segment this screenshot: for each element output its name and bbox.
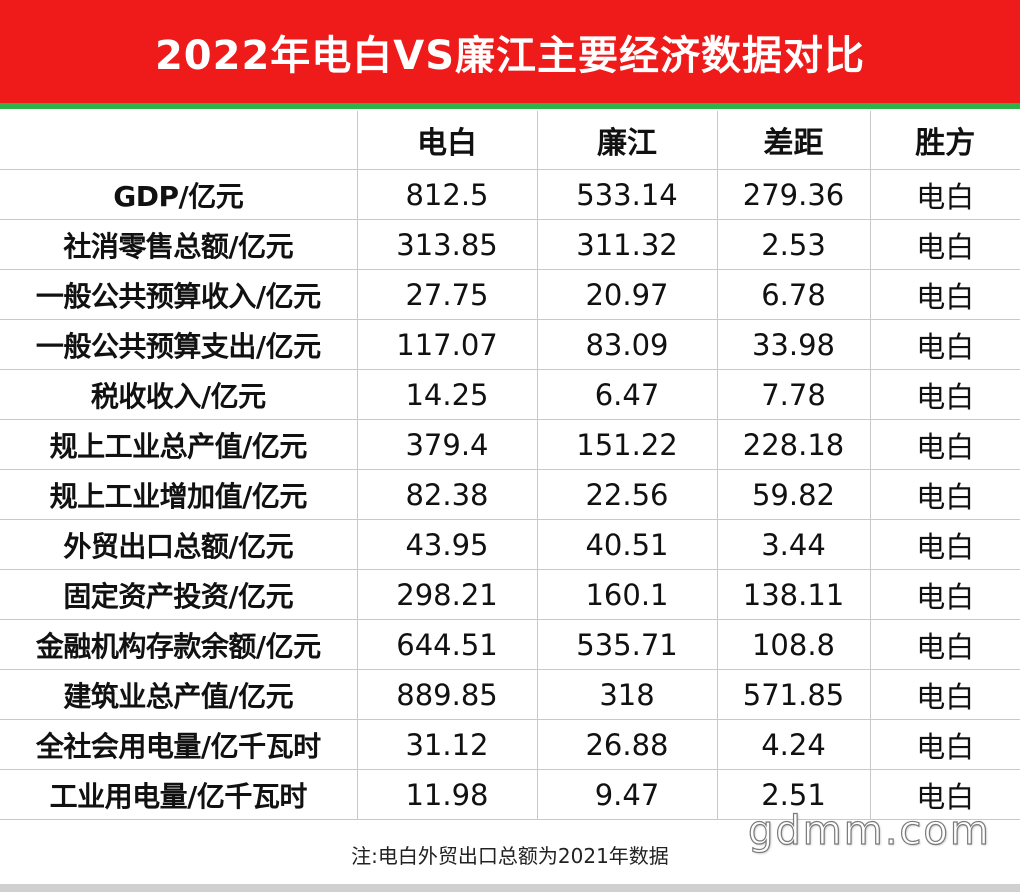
row-label: 外贸出口总额/亿元 — [0, 519, 357, 570]
column-header: 差距 — [716, 111, 870, 170]
table-cell: 2.53 — [716, 219, 870, 270]
table-cell: 3.44 — [716, 519, 870, 570]
row-label: 规上工业总产值/亿元 — [0, 419, 357, 470]
row-label: 全社会用电量/亿千瓦时 — [0, 719, 357, 770]
table-cell: 535.71 — [536, 619, 717, 670]
table-cell: 电白 — [869, 719, 1020, 770]
row-label: 金融机构存款余额/亿元 — [0, 619, 357, 670]
table-cell: 31.12 — [356, 719, 537, 770]
table-cell: 4.24 — [716, 719, 870, 770]
table-row: 工业用电量/亿千瓦时 11.98 9.47 2.51 电白 — [0, 769, 1020, 820]
watermark-logo: gdmm.com — [747, 807, 991, 854]
table-cell: 151.22 — [536, 419, 717, 470]
table-cell: 533.14 — [536, 169, 717, 220]
table-cell: 311.32 — [536, 219, 717, 270]
table-cell: 2.51 — [716, 769, 870, 820]
table-cell: 6.47 — [536, 369, 717, 420]
table-cell: 40.51 — [536, 519, 717, 570]
table-cell: 279.36 — [716, 169, 870, 220]
table-row: 规上工业总产值/亿元 379.4 151.22 228.18 电白 — [0, 419, 1020, 470]
column-header: 电白 — [356, 111, 537, 170]
table-body: 电白 廉江 差距 胜方 GDP/亿元 812.5 533.14 279.36 电白 社消零售总额/… — [0, 111, 1020, 820]
accent-divider — [0, 103, 1020, 109]
table-cell: 889.85 — [356, 669, 537, 720]
table-cell: 82.38 — [356, 469, 537, 520]
table-cell: 7.78 — [716, 369, 870, 420]
table-row: 规上工业增加值/亿元 82.38 22.56 59.82 电白 — [0, 469, 1020, 520]
table-cell: 电白 — [869, 669, 1020, 720]
table-row: 建筑业总产值/亿元 889.85 318 571.85 电白 — [0, 669, 1020, 720]
table-cell: 26.88 — [536, 719, 717, 770]
table-row: 全社会用电量/亿千瓦时 31.12 26.88 4.24 电白 — [0, 719, 1020, 770]
table-row: 金融机构存款余额/亿元 644.51 535.71 108.8 电白 — [0, 619, 1020, 670]
header-row: 电白 廉江 差距 胜方 — [0, 111, 1020, 170]
table-cell: 14.25 — [356, 369, 537, 420]
row-label: GDP/亿元 — [0, 169, 357, 220]
table-row: 税收收入/亿元 14.25 6.47 7.78 电白 — [0, 369, 1020, 420]
row-label: 固定资产投资/亿元 — [0, 569, 357, 620]
table-cell: 6.78 — [716, 269, 870, 320]
table-row: 社消零售总额/亿元 313.85 311.32 2.53 电白 — [0, 219, 1020, 270]
column-header: 胜方 — [869, 111, 1020, 170]
table-cell: 298.21 — [356, 569, 537, 620]
table-cell: 11.98 — [356, 769, 537, 820]
table-cell: 83.09 — [536, 319, 717, 370]
table-row: 外贸出口总额/亿元 43.95 40.51 3.44 电白 — [0, 519, 1020, 570]
page-title: 2022年电白VS廉江主要经济数据对比 — [154, 32, 866, 79]
table-cell: 电白 — [869, 369, 1020, 420]
table-cell: 43.95 — [356, 519, 537, 570]
table-cell: 160.1 — [536, 569, 717, 620]
table-row: 一般公共预算收入/亿元 27.75 20.97 6.78 电白 — [0, 269, 1020, 320]
table-cell: 电白 — [869, 469, 1020, 520]
table-cell: 电白 — [869, 319, 1020, 370]
footnote: 注:电白外贸出口总额为2021年数据 — [351, 844, 669, 868]
table-cell: 117.07 — [356, 319, 537, 370]
table-row: GDP/亿元 812.5 533.14 279.36 电白 — [0, 169, 1020, 220]
row-label: 规上工业增加值/亿元 — [0, 469, 357, 520]
table-cell: 59.82 — [716, 469, 870, 520]
table-cell: 138.11 — [716, 569, 870, 620]
row-label: 建筑业总产值/亿元 — [0, 669, 357, 720]
comparison-table: 电白 廉江 差距 胜方 GDP/亿元 812.5 533.14 279.36 电白 社消零售总额/… — [0, 111, 1020, 820]
table-cell: 571.85 — [716, 669, 870, 720]
column-header — [0, 111, 357, 170]
table-row: 固定资产投资/亿元 298.21 160.1 138.11 电白 — [0, 569, 1020, 620]
table-cell: 33.98 — [716, 319, 870, 370]
row-label: 税收收入/亿元 — [0, 369, 357, 420]
table-cell: 228.18 — [716, 419, 870, 470]
table-cell: 电白 — [869, 169, 1020, 220]
table-cell: 20.97 — [536, 269, 717, 320]
table-cell: 电白 — [869, 569, 1020, 620]
column-header: 廉江 — [536, 111, 717, 170]
title-banner: 2022年电白VS廉江主要经济数据对比 — [0, 0, 1020, 103]
table-cell: 9.47 — [536, 769, 717, 820]
row-label: 一般公共预算支出/亿元 — [0, 319, 357, 370]
table-cell: 电白 — [869, 419, 1020, 470]
table-cell: 电白 — [869, 269, 1020, 320]
table-cell: 108.8 — [716, 619, 870, 670]
table-row: 一般公共预算支出/亿元 117.07 83.09 33.98 电白 — [0, 319, 1020, 370]
table-cell: 27.75 — [356, 269, 537, 320]
table-cell: 318 — [536, 669, 717, 720]
table-cell: 22.56 — [536, 469, 717, 520]
table-cell: 644.51 — [356, 619, 537, 670]
table-cell: 电白 — [869, 769, 1020, 820]
table-cell: 812.5 — [356, 169, 537, 220]
table-cell: 电白 — [869, 519, 1020, 570]
row-label: 社消零售总额/亿元 — [0, 219, 357, 270]
row-label: 工业用电量/亿千瓦时 — [0, 769, 357, 820]
table-cell: 379.4 — [356, 419, 537, 470]
table-cell: 313.85 — [356, 219, 537, 270]
table-cell: 电白 — [869, 219, 1020, 270]
row-label: 一般公共预算收入/亿元 — [0, 269, 357, 320]
table-cell: 电白 — [869, 619, 1020, 670]
bottom-border — [0, 884, 1020, 892]
